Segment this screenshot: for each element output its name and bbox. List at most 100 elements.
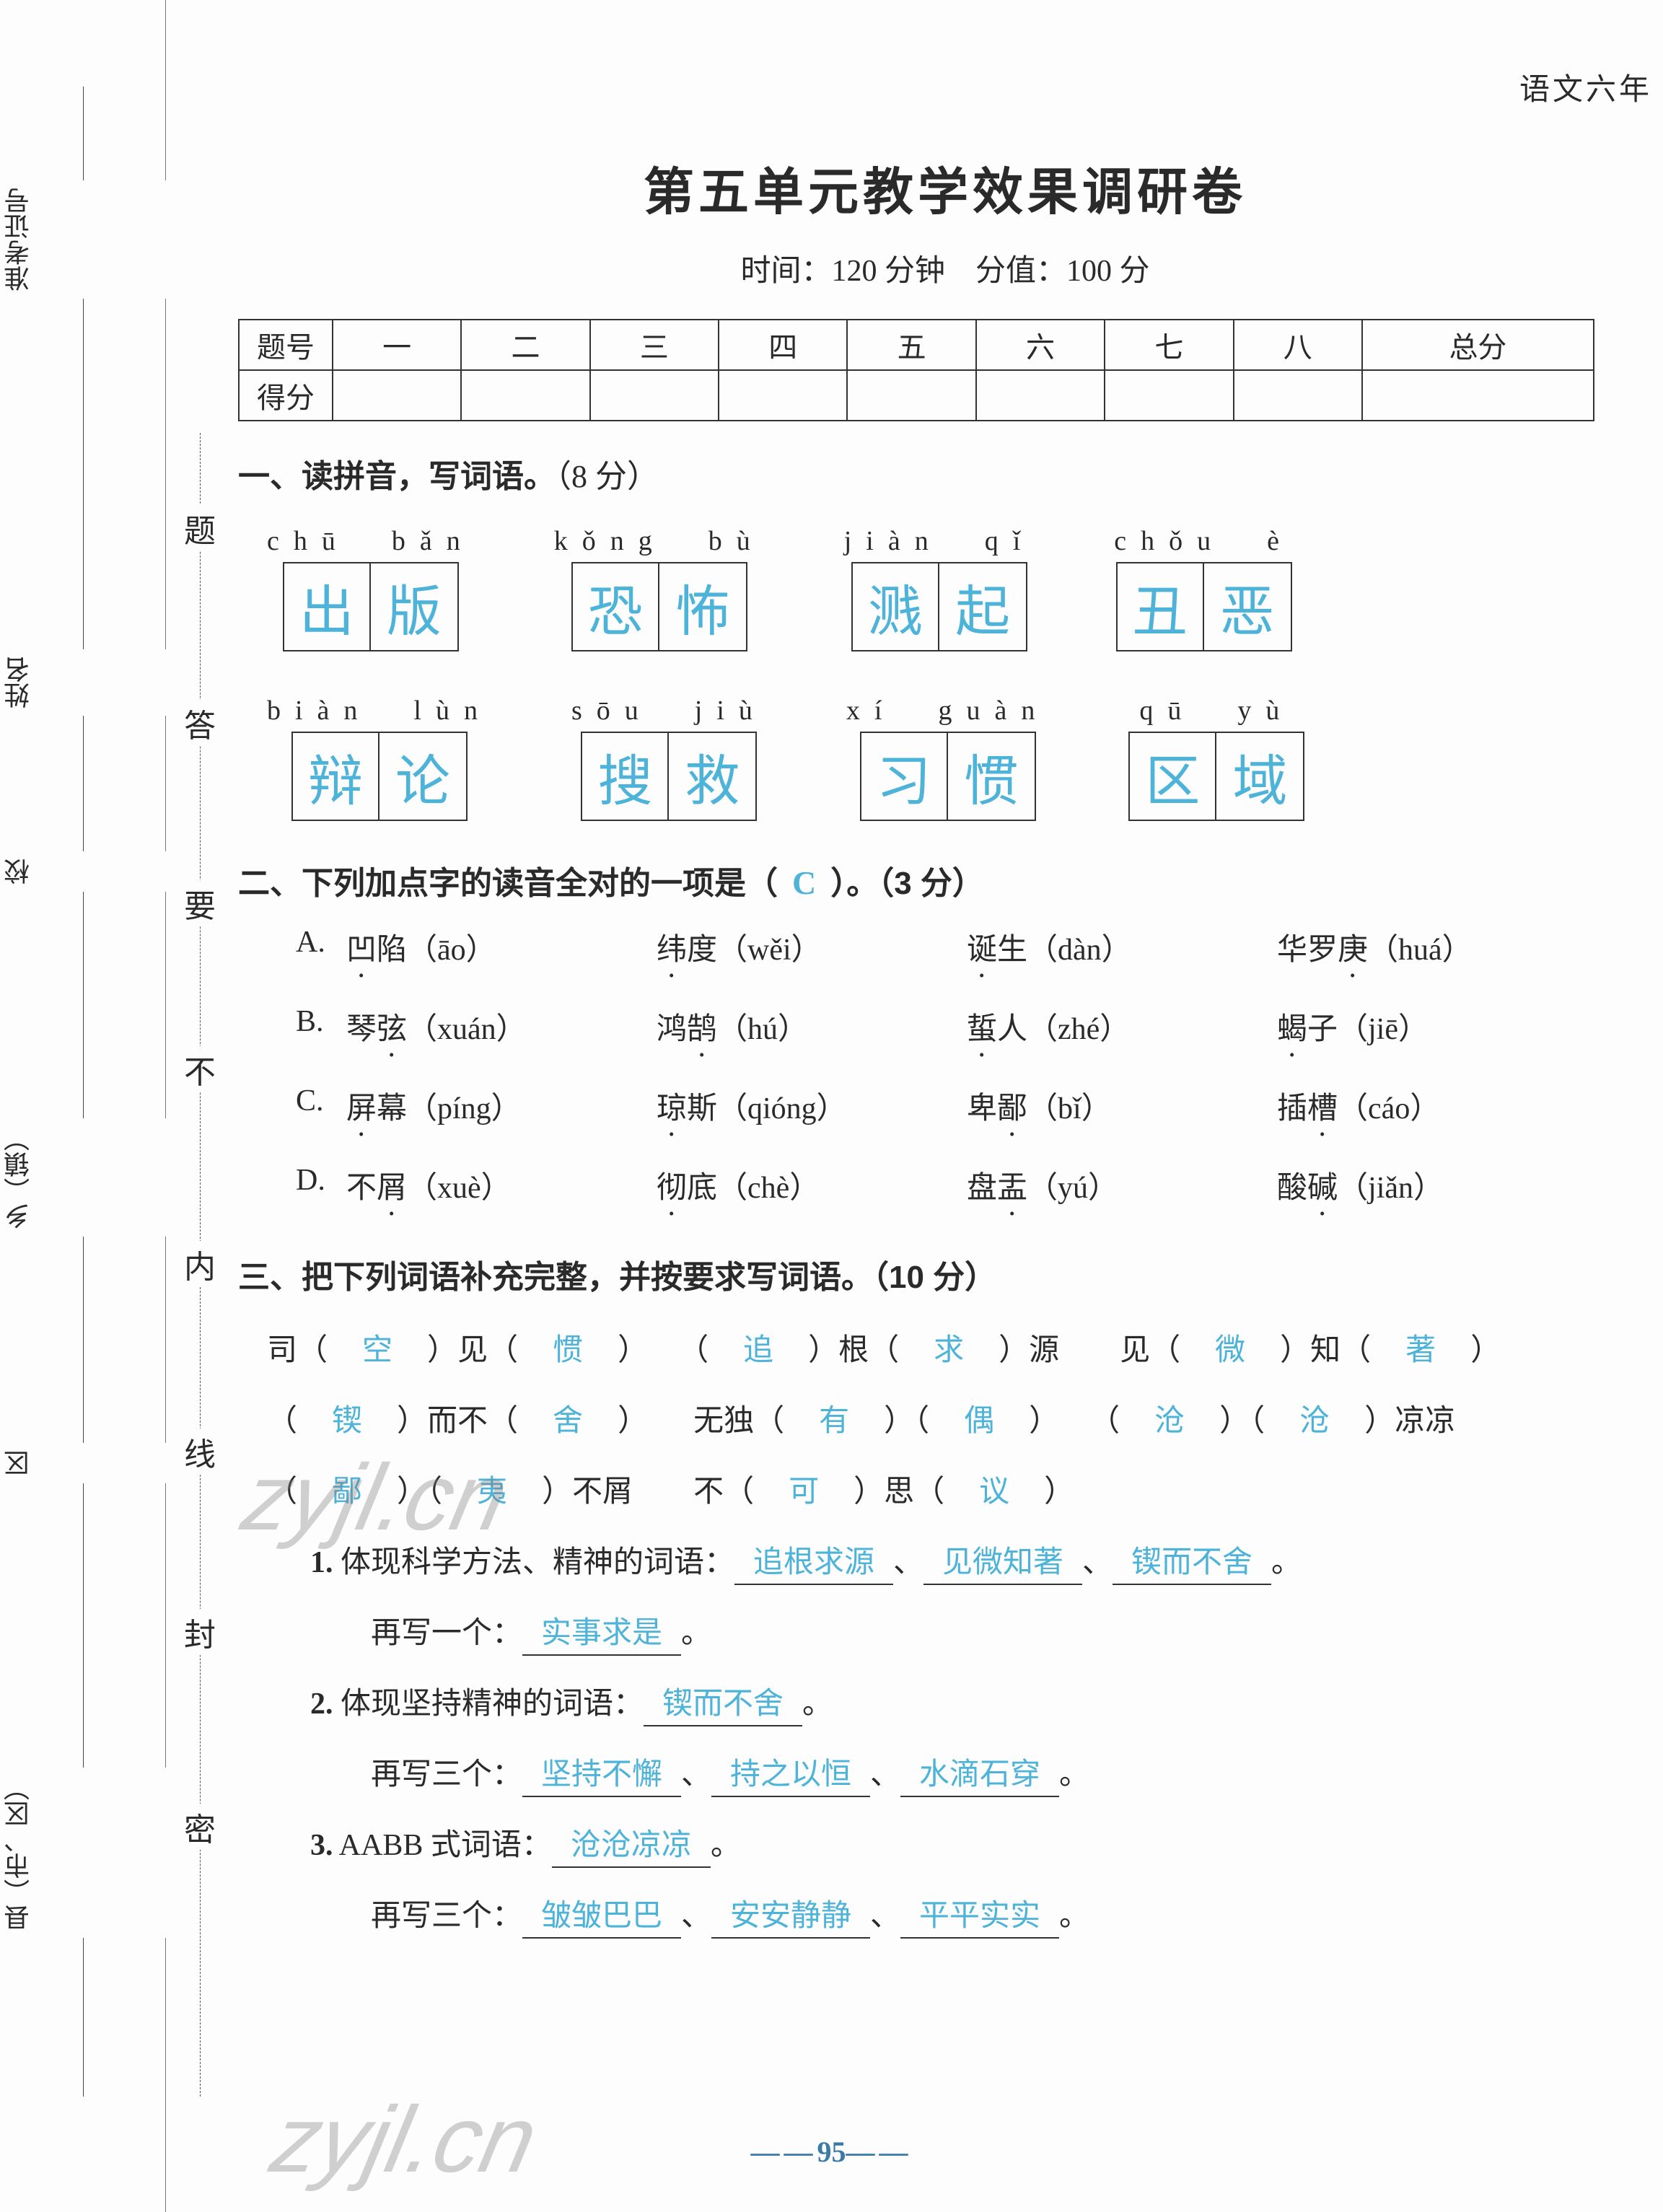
pinyin-box: jiàn qǐ溅起 — [844, 518, 1035, 651]
score-col: 六 — [976, 320, 1105, 370]
answer-char[interactable]: 起 — [939, 563, 1026, 650]
option-row: D.不屑（xuè）彻底（chè）盘盂（yú）酸碱（jiǎn） — [296, 1163, 1652, 1222]
option-word: 琼斯（qióng） — [657, 1084, 967, 1143]
answer-char[interactable]: 救 — [669, 733, 755, 820]
answer-blank[interactable]: 锲而不舍 — [1113, 1542, 1271, 1585]
pinyin-label: kǒng bù — [554, 518, 765, 558]
option-word: 华罗庚（huá） — [1277, 925, 1587, 984]
pinyin-box: kǒng bù恐怖 — [554, 518, 765, 651]
score-cell[interactable] — [1234, 370, 1362, 421]
score-col: 三 — [590, 320, 719, 370]
answer-char[interactable]: 恶 — [1204, 563, 1291, 650]
answer-char[interactable]: 论 — [379, 733, 466, 820]
score-col: 总分 — [1362, 320, 1594, 370]
score-row-label: 题号 — [239, 320, 333, 370]
score-cell[interactable] — [333, 370, 461, 421]
score-cell[interactable] — [1105, 370, 1233, 421]
q1-body: chū bǎn出版kǒng bù恐怖jiàn qǐ溅起chǒu è丑恶biàn … — [238, 518, 1652, 821]
score-cell[interactable] — [847, 370, 975, 421]
answer-char[interactable]: 搜 — [582, 733, 669, 820]
q2-answer: C — [778, 864, 830, 901]
answer-char[interactable]: 出 — [284, 563, 371, 650]
score-col: 七 — [1105, 320, 1233, 370]
option-word: 酸碱（jiǎn） — [1277, 1163, 1587, 1222]
pinyin-box: qū yù区域 — [1128, 688, 1304, 821]
answer-char[interactable]: 版 — [371, 563, 457, 650]
q3-sub: 1. 体现科学方法、精神的词语：追根求源、见微知著、锲而不舍。 — [310, 1531, 1652, 1594]
char-boxes: 习惯 — [860, 732, 1036, 821]
table-row: 得分 — [239, 370, 1594, 421]
score-col: 八 — [1234, 320, 1362, 370]
option-word: 琴弦（xuán） — [346, 1004, 657, 1063]
option-word: 彻底（chè） — [657, 1163, 967, 1222]
score-row-label: 得分 — [239, 370, 333, 421]
seal-char: 线 — [167, 1428, 232, 1475]
table-row: 题号 一 二 三 四 五 六 七 八 总分 — [239, 320, 1594, 370]
score-cell[interactable] — [976, 370, 1105, 421]
page-title: 第五单元教学效果调研卷 — [238, 152, 1652, 224]
score-cell[interactable] — [1362, 370, 1594, 421]
answer-char[interactable]: 惯 — [948, 733, 1035, 820]
score-col: 四 — [719, 320, 847, 370]
answer-blank[interactable]: 沧沧凉凉 — [552, 1825, 711, 1868]
answer-blank[interactable]: 平平实实 — [900, 1895, 1059, 1939]
q3-sub-extra: 再写三个：皱皱巴巴、安安静静、平平实实。 — [310, 1884, 1652, 1948]
q3-line: 司（ 空 ）见（ 惯 ） （ 追 ）根（ 求 ）源 见（ 微 ）知（ 著 ） — [267, 1319, 1652, 1382]
option-row: C.屏幕（píng）琼斯（qióng）卑鄙（bǐ）插槽（cáo） — [296, 1084, 1652, 1143]
q3-sub-extra: 再写三个：坚持不懈、持之以恒、水滴石穿。 — [310, 1743, 1652, 1807]
answer-blank[interactable]: 持之以恒 — [711, 1754, 870, 1797]
pinyin-row: chū bǎn出版kǒng bù恐怖jiàn qǐ溅起chǒu è丑恶 — [267, 518, 1652, 651]
option-word: 卑鄙（bǐ） — [967, 1084, 1277, 1143]
margin-label-school: 校 — [0, 851, 166, 892]
answer-blank[interactable]: 锲而不舍 — [644, 1683, 802, 1726]
pinyin-label: chū bǎn — [267, 518, 475, 558]
answer-blank[interactable]: 坚持不懈 — [522, 1754, 681, 1797]
pinyin-label: biàn lùn — [267, 688, 492, 727]
answer-blank[interactable]: 皱皱巴巴 — [522, 1895, 681, 1939]
answer-char[interactable]: 区 — [1130, 733, 1216, 820]
option-word: 盘盂（yú） — [967, 1163, 1277, 1222]
option-word: 纬度（wěi） — [657, 925, 967, 984]
answer-blank[interactable]: 水滴石穿 — [900, 1754, 1059, 1797]
option-word: 插槽（cáo） — [1277, 1084, 1587, 1143]
answer-blank[interactable]: 见微知著 — [923, 1542, 1082, 1585]
seal-char: 封 — [167, 1609, 232, 1655]
option-label: A. — [296, 925, 346, 984]
option-word: 鸿鹄（hú） — [657, 1004, 967, 1063]
seal-column: 题 答 要 不 内 线 封 密 — [167, 0, 232, 2212]
answer-blank[interactable]: 安安静静 — [711, 1895, 870, 1939]
answer-char[interactable]: 怖 — [659, 563, 746, 650]
answer-char[interactable]: 习 — [861, 733, 948, 820]
margin-label-town: 乡（镇） — [0, 1118, 166, 1237]
score-cell[interactable] — [719, 370, 847, 421]
score-cell[interactable] — [590, 370, 719, 421]
answer-char[interactable]: 恐 — [573, 563, 659, 650]
q3-line: （ 锲 ）而不（ 舍 ） 无独（ 有 ）（ 偶 ） （ 沧 ）（ 沧 ）凉凉 — [267, 1390, 1652, 1453]
answer-blank[interactable]: 追根求源 — [734, 1542, 893, 1585]
pinyin-label: sōu jiù — [571, 688, 767, 727]
q3-sub: 2. 体现坚持精神的词语：锲而不舍。 — [310, 1672, 1652, 1736]
q3-sub: 3. AABB 式词语：沧沧凉凉。 — [310, 1814, 1652, 1877]
score-cell[interactable] — [461, 370, 589, 421]
answer-char[interactable]: 丑 — [1118, 563, 1204, 650]
doc-subject-corner: 语文六年 — [1519, 65, 1652, 109]
margin-label-county: 县（市、区） — [0, 1768, 166, 1938]
option-word: 屏幕（píng） — [346, 1084, 657, 1143]
answer-char[interactable]: 域 — [1216, 733, 1303, 820]
answer-blank[interactable]: 实事求是 — [522, 1612, 681, 1656]
score-col: 一 — [333, 320, 461, 370]
answer-char[interactable]: 溅 — [853, 563, 939, 650]
q2-options: A.凹陷（āo）纬度（wěi）诞生（dàn）华罗庚（huá）B.琴弦（xuán）… — [296, 925, 1652, 1222]
seal-char: 密 — [167, 1804, 232, 1850]
page-number: ——95—— — [0, 2135, 1663, 2169]
binding-margin: 准考证号 姓名 校 乡（镇） 区 县（市、区） — [0, 0, 166, 2212]
option-word: 凹陷（āo） — [346, 925, 657, 984]
option-label: B. — [296, 1004, 346, 1063]
pinyin-label: xí guàn — [846, 688, 1049, 727]
char-boxes: 搜救 — [581, 732, 757, 821]
answer-char[interactable]: 辩 — [293, 733, 379, 820]
option-label: D. — [296, 1163, 346, 1222]
pinyin-label: jiàn qǐ — [844, 518, 1035, 558]
char-boxes: 恐怖 — [571, 562, 747, 651]
char-boxes: 溅起 — [851, 562, 1027, 651]
